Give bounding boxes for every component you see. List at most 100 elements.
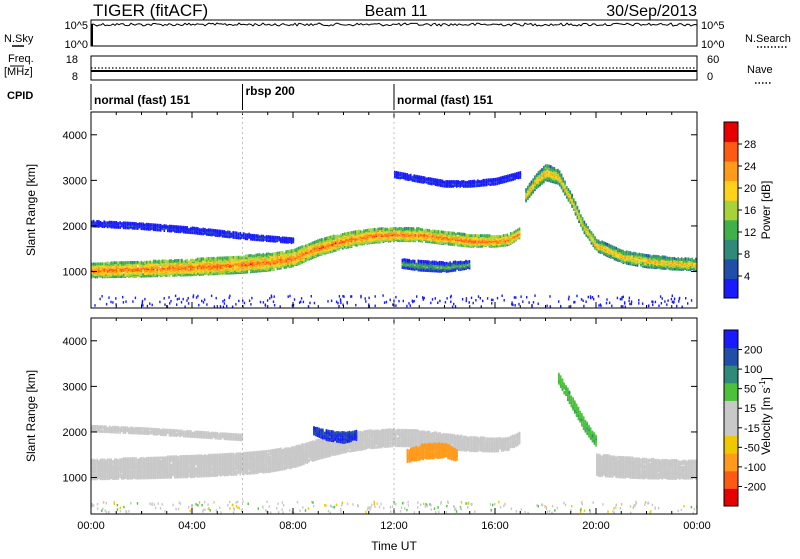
heatmap-cell (379, 227, 381, 230)
heatmap-cell (156, 260, 158, 263)
freq-tick-top: 18 (66, 54, 78, 66)
heatmap-cell (217, 229, 219, 232)
heatmap-cell (289, 255, 291, 258)
heatmap-cell (409, 227, 411, 230)
heatmap-cell (284, 237, 286, 240)
heatmap-cell (300, 246, 302, 249)
heatmap-cell (220, 257, 222, 260)
heatmap-cell (532, 178, 534, 181)
nave-tick-bottom: 0 (707, 71, 713, 83)
heatmap-cell (146, 223, 148, 226)
heatmap-cell (417, 175, 419, 178)
heatmap-cell (225, 231, 227, 234)
heatmap-cell (536, 179, 538, 182)
heatmap-cell (174, 225, 176, 228)
heatmap-cell (181, 226, 183, 229)
radar-title: TIGER (fitACF) (93, 1, 208, 20)
heatmap-cell (386, 234, 388, 237)
heatmap-cell (231, 259, 233, 262)
heatmap-cell (314, 241, 316, 244)
heatmap-cell (428, 177, 430, 180)
heatmap-cell (429, 177, 431, 180)
heatmap-cell (441, 231, 443, 234)
heatmap-cell (479, 180, 481, 183)
heatmap-cell (436, 230, 438, 233)
heatmap-cell (155, 224, 157, 227)
heatmap-cell (162, 225, 164, 228)
heatmap-cell (383, 227, 385, 230)
heatmap-cell (377, 228, 379, 231)
heatmap-cell (436, 238, 438, 241)
heatmap-cell (491, 178, 493, 181)
heatmap-cell (247, 233, 249, 236)
heatmap-cell (440, 179, 442, 182)
heatmap-cell (218, 230, 220, 233)
heatmap-cell (222, 230, 224, 233)
heatmap-cell (509, 174, 511, 177)
heatmap-cell (188, 260, 190, 263)
heatmap-cell (128, 261, 130, 264)
heatmap-cell (192, 227, 194, 230)
heatmap-cell (330, 239, 332, 242)
heatmap-cell (176, 259, 178, 262)
heatmap-cell (514, 173, 516, 176)
heatmap-cell (149, 223, 151, 226)
sky-tick-bottom-right: 10^0 (701, 39, 725, 51)
heatmap-cell (370, 228, 372, 231)
heatmap-cell (455, 233, 457, 236)
heatmap-cell (275, 252, 277, 255)
heatmap-cell (201, 257, 203, 260)
heatmap-cell (494, 235, 496, 238)
heatmap-cell (489, 183, 491, 186)
heatmap-cell (243, 256, 245, 259)
heatmap-cell (257, 269, 259, 272)
heatmap-cell (342, 233, 344, 236)
heatmap-cell (506, 234, 508, 237)
heatmap-cell (453, 237, 455, 240)
heatmap-cell (443, 231, 445, 234)
heatmap-cell (114, 261, 116, 264)
heatmap-cell (139, 262, 141, 265)
heatmap-cell (261, 235, 263, 238)
heatmap-cell (370, 237, 372, 240)
heatmap-cell (333, 237, 335, 240)
heatmap-cell (229, 256, 231, 259)
heatmap-cell (465, 181, 467, 184)
sky-tick-top-left: 10^5 (64, 20, 88, 32)
heatmap-cell (406, 227, 408, 230)
heatmap-cell (468, 234, 470, 237)
heatmap-cell (457, 232, 459, 235)
heatmap-cell (98, 262, 100, 265)
heatmap-cell (467, 181, 469, 184)
heatmap-cell (234, 258, 236, 261)
heatmap-cell (179, 259, 181, 262)
heatmap-cell (360, 230, 362, 233)
heatmap-cell (169, 259, 171, 262)
heatmap-cell (231, 233, 233, 236)
heatmap-cell (520, 171, 522, 174)
heatmap-cell (384, 228, 386, 231)
heatmap-cell (333, 235, 335, 238)
heatmap-cell (277, 252, 279, 255)
heatmap-cell (227, 256, 229, 259)
heatmap-cell (410, 174, 412, 177)
heatmap-cell (495, 178, 497, 181)
heatmap-cell (255, 254, 257, 257)
heatmap-cell (213, 257, 215, 260)
heatmap-cell (273, 252, 275, 255)
heatmap-cell (475, 180, 477, 183)
heatmap-cell (229, 231, 231, 234)
heatmap-cell (236, 256, 238, 259)
heatmap-cell (447, 180, 449, 183)
cpid-segment-label: rbsp 200 (246, 84, 296, 98)
heatmap-cell (194, 259, 196, 262)
heatmap-cell (96, 263, 98, 266)
heatmap-cell (498, 238, 500, 241)
heatmap-cell (459, 181, 461, 184)
heatmap-cell (312, 242, 314, 245)
heatmap-cell (243, 232, 245, 235)
sky-left-label: N.Sky (4, 33, 34, 45)
heatmap-cell (453, 232, 455, 235)
heatmap-cell (119, 221, 121, 224)
